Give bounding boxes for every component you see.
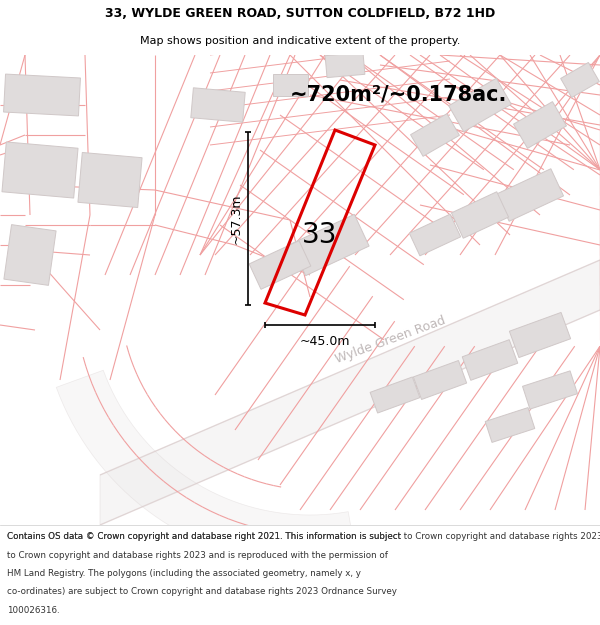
Polygon shape — [509, 312, 571, 358]
Polygon shape — [4, 74, 80, 116]
Polygon shape — [78, 152, 142, 208]
Text: ~45.0m: ~45.0m — [300, 335, 350, 348]
Polygon shape — [449, 78, 511, 132]
Polygon shape — [325, 52, 365, 78]
Polygon shape — [560, 62, 599, 98]
Text: ~57.3m: ~57.3m — [230, 193, 243, 244]
Polygon shape — [413, 361, 467, 399]
Text: 33, WYLDE GREEN ROAD, SUTTON COLDFIELD, B72 1HD: 33, WYLDE GREEN ROAD, SUTTON COLDFIELD, … — [105, 8, 495, 20]
Text: co-ordinates) are subject to Crown copyright and database rights 2023 Ordnance S: co-ordinates) are subject to Crown copyr… — [7, 588, 397, 596]
Text: ~720m²/~0.178ac.: ~720m²/~0.178ac. — [290, 85, 508, 105]
Text: Contains OS data © Crown copyright and database right 2021. This information is : Contains OS data © Crown copyright and d… — [7, 532, 401, 541]
Polygon shape — [514, 102, 566, 148]
Polygon shape — [4, 224, 56, 286]
Text: HM Land Registry. The polygons (including the associated geometry, namely x, y: HM Land Registry. The polygons (includin… — [7, 569, 361, 578]
Polygon shape — [2, 142, 78, 198]
Text: 33: 33 — [302, 221, 338, 249]
Text: 100026316.: 100026316. — [7, 606, 60, 615]
Polygon shape — [191, 88, 245, 122]
Polygon shape — [410, 114, 460, 156]
Text: Map shows position and indicative extent of the property.: Map shows position and indicative extent… — [140, 36, 460, 46]
Polygon shape — [523, 371, 577, 409]
Polygon shape — [451, 192, 509, 238]
Polygon shape — [272, 74, 308, 96]
Text: to Crown copyright and database rights 2023 and is reproduced with the permissio: to Crown copyright and database rights 2… — [7, 551, 388, 559]
Polygon shape — [100, 260, 600, 525]
Polygon shape — [462, 340, 518, 380]
Polygon shape — [291, 214, 369, 276]
Polygon shape — [249, 241, 311, 289]
Polygon shape — [496, 169, 563, 221]
Text: Contains OS data © Crown copyright and database right 2021. This information is : Contains OS data © Crown copyright and d… — [7, 532, 600, 541]
Polygon shape — [409, 214, 461, 256]
Text: Wylde Green Road: Wylde Green Road — [333, 314, 447, 366]
Polygon shape — [370, 377, 420, 413]
Polygon shape — [485, 408, 535, 442]
Polygon shape — [56, 370, 357, 565]
